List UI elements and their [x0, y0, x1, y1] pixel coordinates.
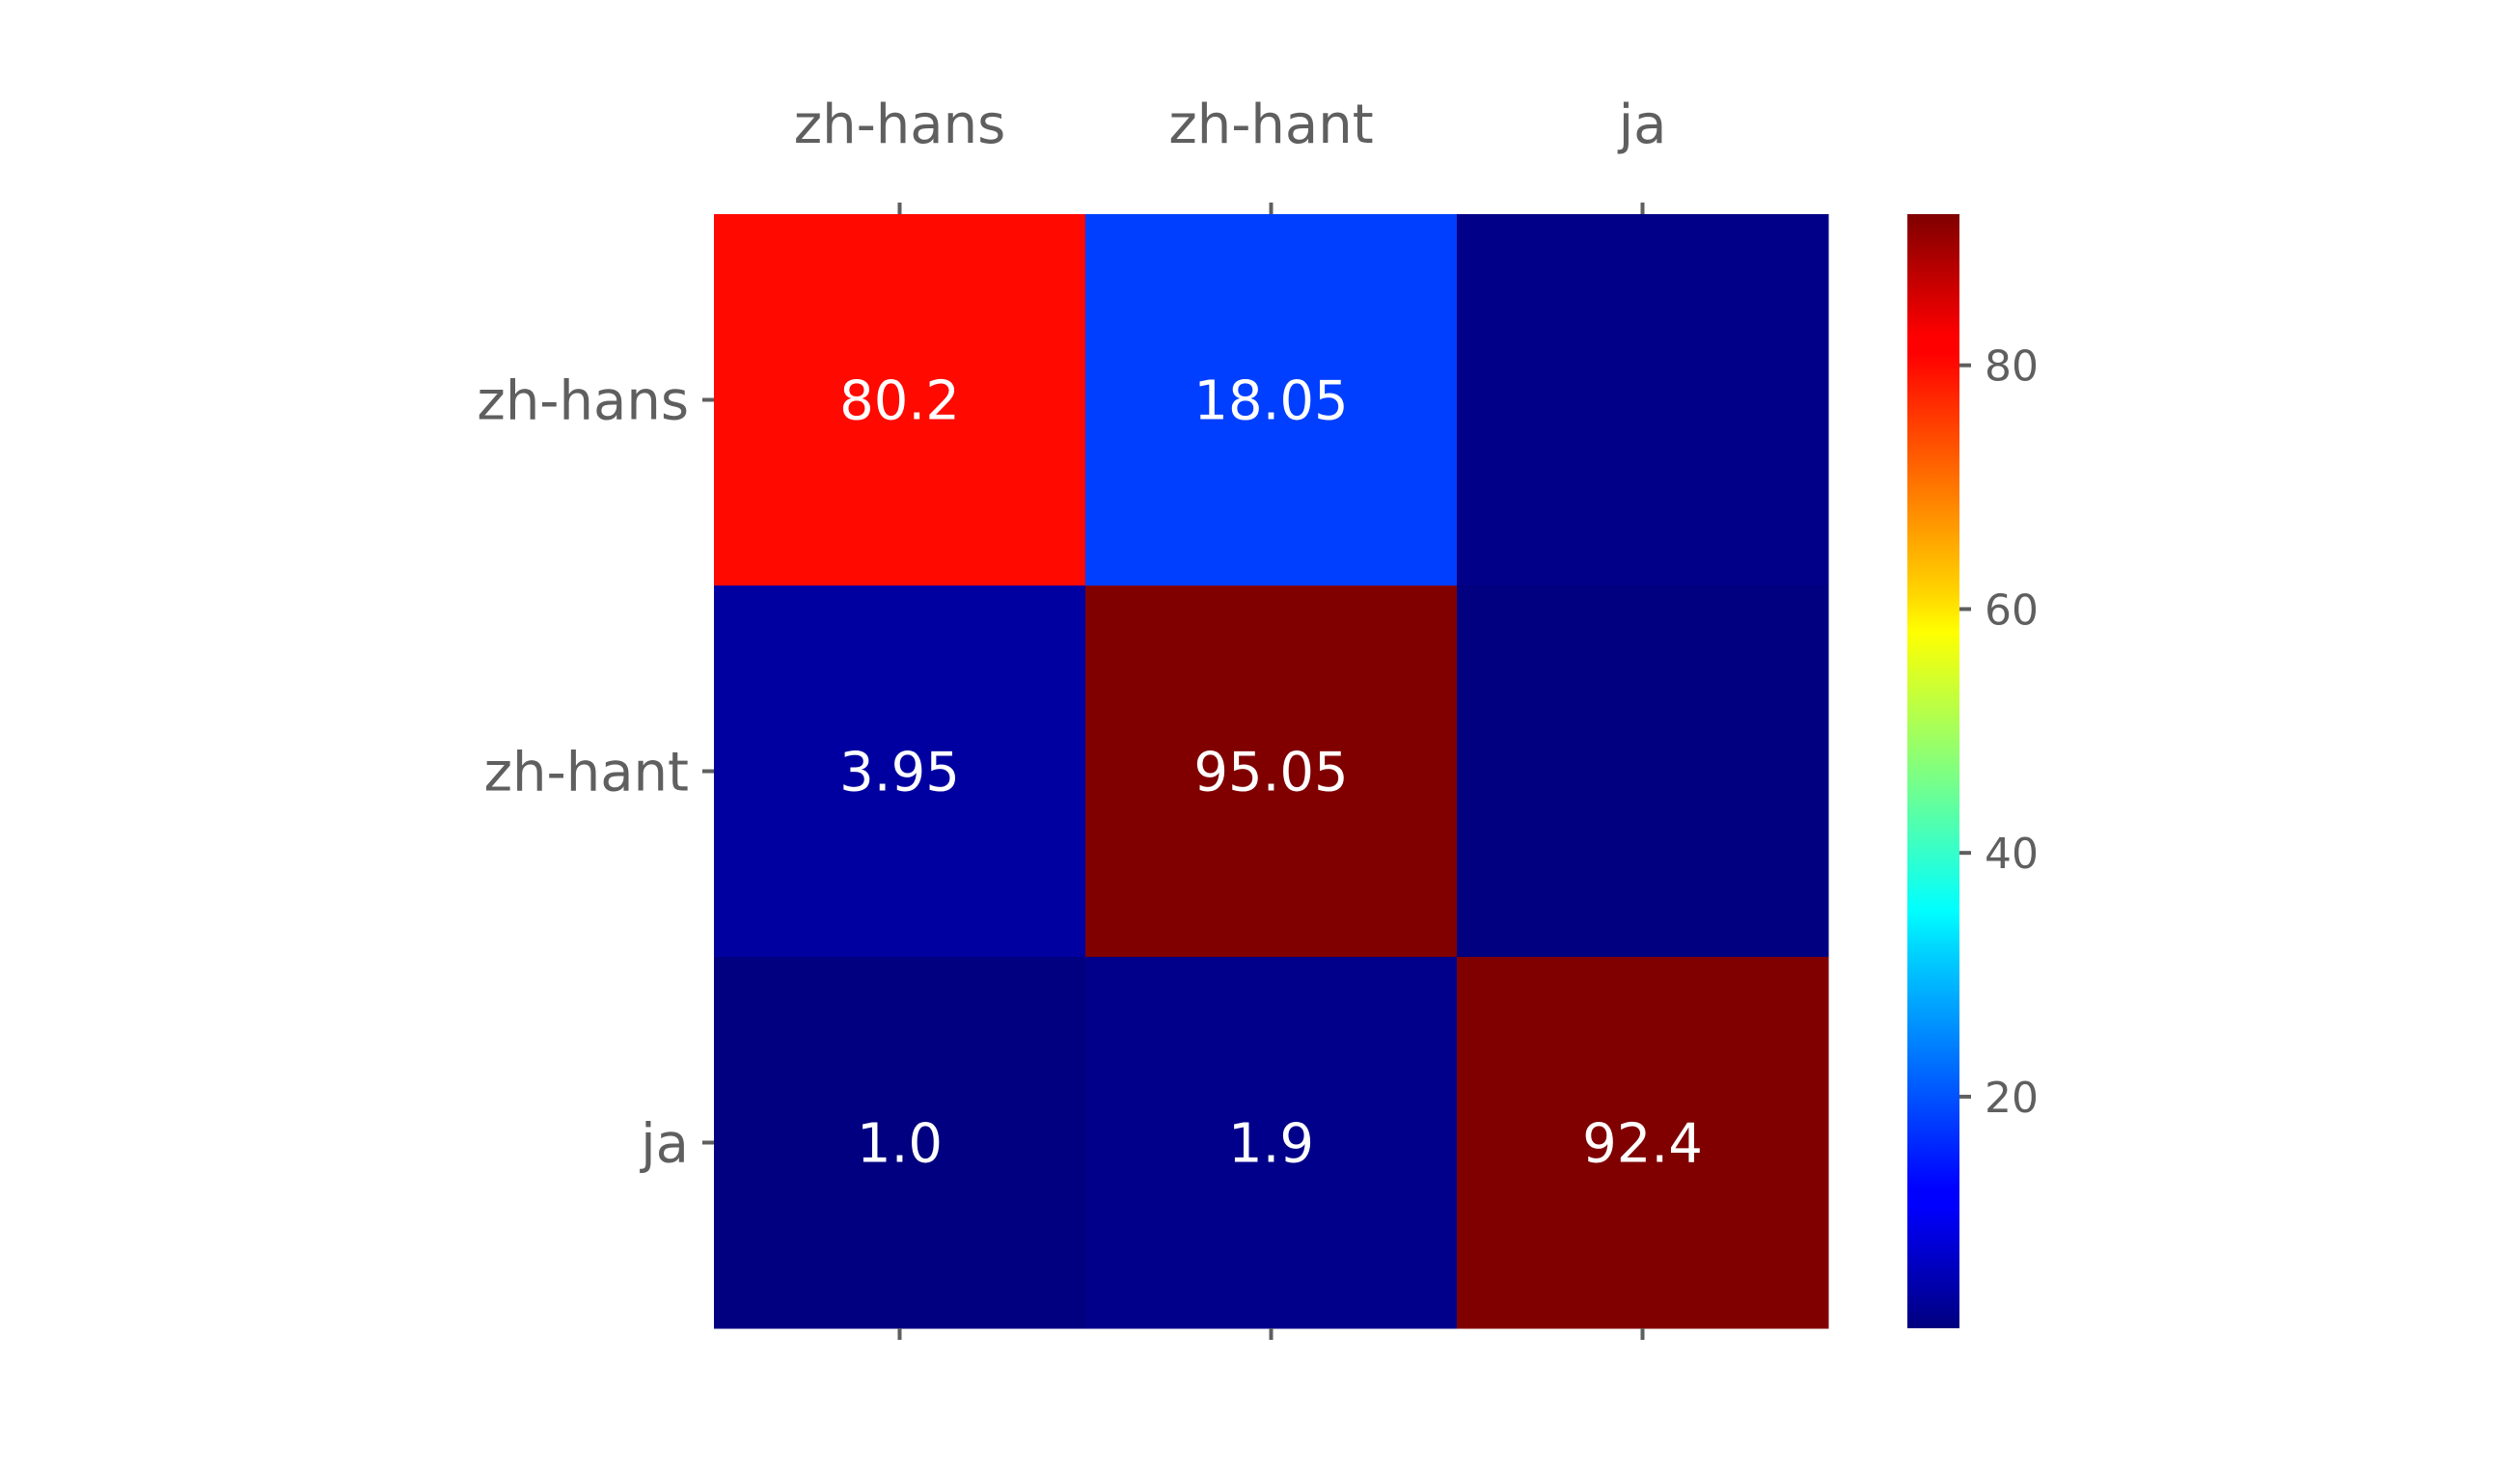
y-tick-label: zh-hant — [484, 742, 689, 804]
x-tick-label: ja — [1617, 94, 1667, 156]
colorbar-tick-label: 80 — [1985, 342, 2039, 392]
heatmap-cell-zh-hans-zh-hant — [1085, 214, 1458, 586]
colorbar-tick-label: 20 — [1985, 1074, 2039, 1123]
colorbar-tick-label: 40 — [1985, 830, 2039, 879]
heatmap-cell-zh-hant-zh-hans — [714, 586, 1086, 958]
y-tick-label: zh-hans — [477, 370, 689, 433]
heatmap-cells — [714, 214, 1829, 1329]
x-tick-label: zh-hant — [1168, 94, 1373, 156]
heatmap-cell-ja-zh-hant — [1085, 957, 1458, 1329]
x-axis: zh-hans zh-hant ja — [794, 94, 1667, 1340]
colorbar-gradient — [1907, 214, 1959, 1328]
heatmap-cell-zh-hans-ja — [1457, 214, 1829, 586]
heatmap-cell-zh-hant-ja — [1457, 586, 1829, 958]
heatmap-cell-ja-zh-hans — [714, 957, 1086, 1329]
heatmap-cell-zh-hant-zh-hant — [1085, 586, 1458, 958]
heatmap-cell-labels: 80.2 18.05 3.95 95.05 1.0 1.9 92.4 — [839, 370, 1703, 1176]
cell-value-label: 3.95 — [839, 742, 960, 804]
cell-value-label: 92.4 — [1582, 1113, 1703, 1176]
y-tick-label: ja — [639, 1113, 689, 1176]
y-axis: zh-hans zh-hant ja — [477, 370, 714, 1176]
cell-value-label: 95.05 — [1193, 742, 1348, 804]
cell-value-label: 1.0 — [857, 1113, 943, 1176]
x-tick-label: zh-hans — [794, 94, 1006, 156]
colorbar-tick-label: 60 — [1985, 586, 2039, 635]
colorbar: 20 40 60 80 — [1907, 214, 2039, 1328]
cell-value-label: 1.9 — [1228, 1113, 1314, 1176]
cell-value-label: 80.2 — [839, 370, 960, 433]
heatmap-cell-ja-ja — [1457, 957, 1829, 1329]
heatmap-cell-zh-hans-zh-hans — [714, 214, 1086, 586]
cell-value-label: 18.05 — [1193, 370, 1348, 433]
